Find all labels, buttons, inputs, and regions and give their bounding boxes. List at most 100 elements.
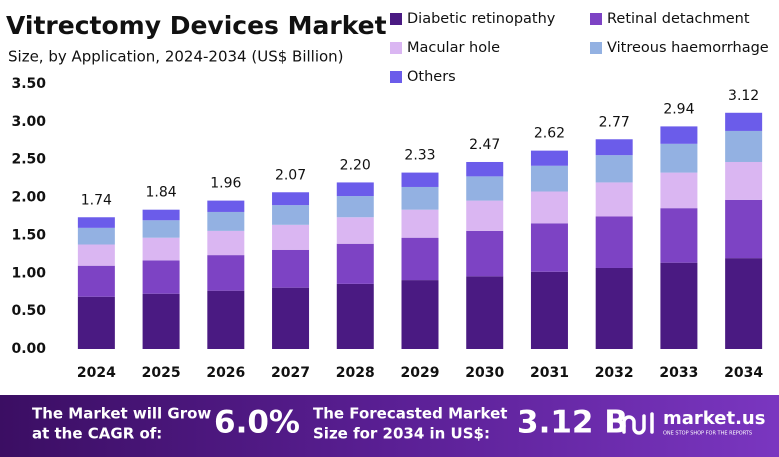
- total-label: 1.96: [210, 176, 241, 192]
- bar-segment: [77, 244, 115, 266]
- bar-segment: [336, 243, 374, 284]
- bar-segment: [466, 230, 504, 277]
- bar-segment: [725, 130, 763, 162]
- bar-segment: [401, 186, 439, 210]
- bar-segment: [530, 223, 568, 272]
- brand: market.us: [663, 408, 765, 429]
- bar-segment: [207, 230, 245, 256]
- legend-swatch: [590, 13, 602, 25]
- legend-label: Diabetic retinopathy: [407, 11, 556, 27]
- bar-segment: [530, 165, 568, 192]
- y-tick-label: 3.50: [11, 76, 46, 92]
- bar-segment: [401, 172, 439, 187]
- bar-segment: [466, 161, 504, 177]
- tagline: ONE STOP SHOP FOR THE REPORTS: [663, 431, 752, 437]
- banner-value: 3.12 B: [517, 405, 628, 441]
- total-label: 2.62: [534, 126, 565, 142]
- bar-segment: [530, 150, 568, 166]
- bar-segment: [272, 224, 310, 250]
- bar-segment: [336, 283, 374, 349]
- legend-swatch: [590, 42, 602, 54]
- x-tick-label: 2029: [401, 365, 440, 381]
- logo-icon: [622, 412, 654, 435]
- bar-segment: [660, 172, 698, 209]
- bar-segment: [77, 217, 115, 228]
- y-tick-label: 3.00: [11, 114, 46, 130]
- bar-segment: [142, 209, 180, 221]
- bar-segment: [725, 112, 763, 131]
- legend-label: Macular hole: [407, 40, 500, 56]
- x-tick-label: 2030: [465, 365, 504, 381]
- bar-segment: [660, 262, 698, 349]
- bar-segment: [401, 209, 439, 238]
- x-tick-label: 2031: [530, 365, 569, 381]
- legend-label: Retinal detachment: [607, 11, 750, 27]
- bar-segment: [466, 276, 504, 349]
- bar-segment: [336, 182, 374, 197]
- bar-segment: [142, 237, 180, 261]
- banner-text: The Market will Grow: [32, 405, 211, 423]
- y-tick-label: 0.00: [11, 341, 46, 357]
- bar-segment: [207, 255, 245, 291]
- total-label: 2.20: [340, 157, 371, 173]
- bar-segment: [207, 200, 245, 212]
- bar-segment: [77, 296, 115, 349]
- bar-segment: [272, 249, 310, 288]
- x-tick-label: 2024: [77, 365, 116, 381]
- bar-segment: [530, 191, 568, 224]
- total-label: 2.94: [663, 101, 694, 117]
- bar-segment: [725, 199, 763, 259]
- chart-subtitle: Size, by Application, 2024-2034 (US$ Bil…: [8, 48, 344, 66]
- banner: [0, 395, 779, 457]
- x-tick-label: 2026: [206, 365, 245, 381]
- y-tick-label: 2.00: [11, 190, 46, 206]
- x-tick-label: 2032: [595, 365, 634, 381]
- banner-text: at the CAGR of:: [32, 425, 162, 443]
- x-tick-label: 2028: [336, 365, 375, 381]
- bar-segment: [77, 265, 115, 297]
- bar-segment: [595, 182, 633, 217]
- legend-swatch: [390, 13, 402, 25]
- bar-segment: [725, 258, 763, 349]
- bar-segment: [595, 155, 633, 183]
- bar-segment: [207, 290, 245, 349]
- total-label: 1.74: [81, 192, 112, 208]
- total-label: 2.47: [469, 137, 500, 153]
- bar-segment: [336, 217, 374, 244]
- total-label: 1.84: [146, 185, 177, 201]
- x-tick-label: 2034: [724, 365, 763, 381]
- x-tick-label: 2027: [271, 365, 310, 381]
- bar-segment: [272, 192, 310, 206]
- bar-segment: [272, 287, 310, 349]
- legend-label: Vitreous haemorrhage: [607, 40, 769, 56]
- bar-segment: [401, 280, 439, 349]
- x-tick-label: 2025: [142, 365, 181, 381]
- bar-segment: [530, 271, 568, 349]
- bar-segment: [77, 227, 115, 245]
- y-tick-label: 1.00: [11, 265, 46, 281]
- y-tick-label: 0.50: [11, 303, 46, 319]
- total-label: 3.12: [728, 88, 759, 104]
- bar-segment: [660, 208, 698, 263]
- banner-text: Size for 2034 in US$:: [313, 425, 490, 443]
- bar-segment: [466, 200, 504, 231]
- total-label: 2.77: [599, 114, 630, 130]
- total-label: 2.07: [275, 167, 306, 183]
- legend-label: Others: [407, 69, 456, 85]
- legend-swatch: [390, 71, 402, 83]
- banner-value: 6.0%: [214, 405, 300, 441]
- bar-segment: [272, 205, 310, 225]
- bar-segment: [401, 237, 439, 281]
- x-tick-label: 2033: [659, 365, 698, 381]
- bar-segment: [595, 267, 633, 349]
- bar-segment: [725, 161, 763, 200]
- y-tick-label: 2.50: [11, 152, 46, 168]
- bar-segment: [336, 196, 374, 218]
- bar-segment: [660, 143, 698, 173]
- banner-text: The Forecasted Market: [313, 405, 507, 423]
- bar-segment: [142, 220, 180, 238]
- chart-title: Vitrectomy Devices Market: [6, 11, 387, 40]
- bar-segment: [142, 293, 180, 349]
- bar-segment: [142, 260, 180, 294]
